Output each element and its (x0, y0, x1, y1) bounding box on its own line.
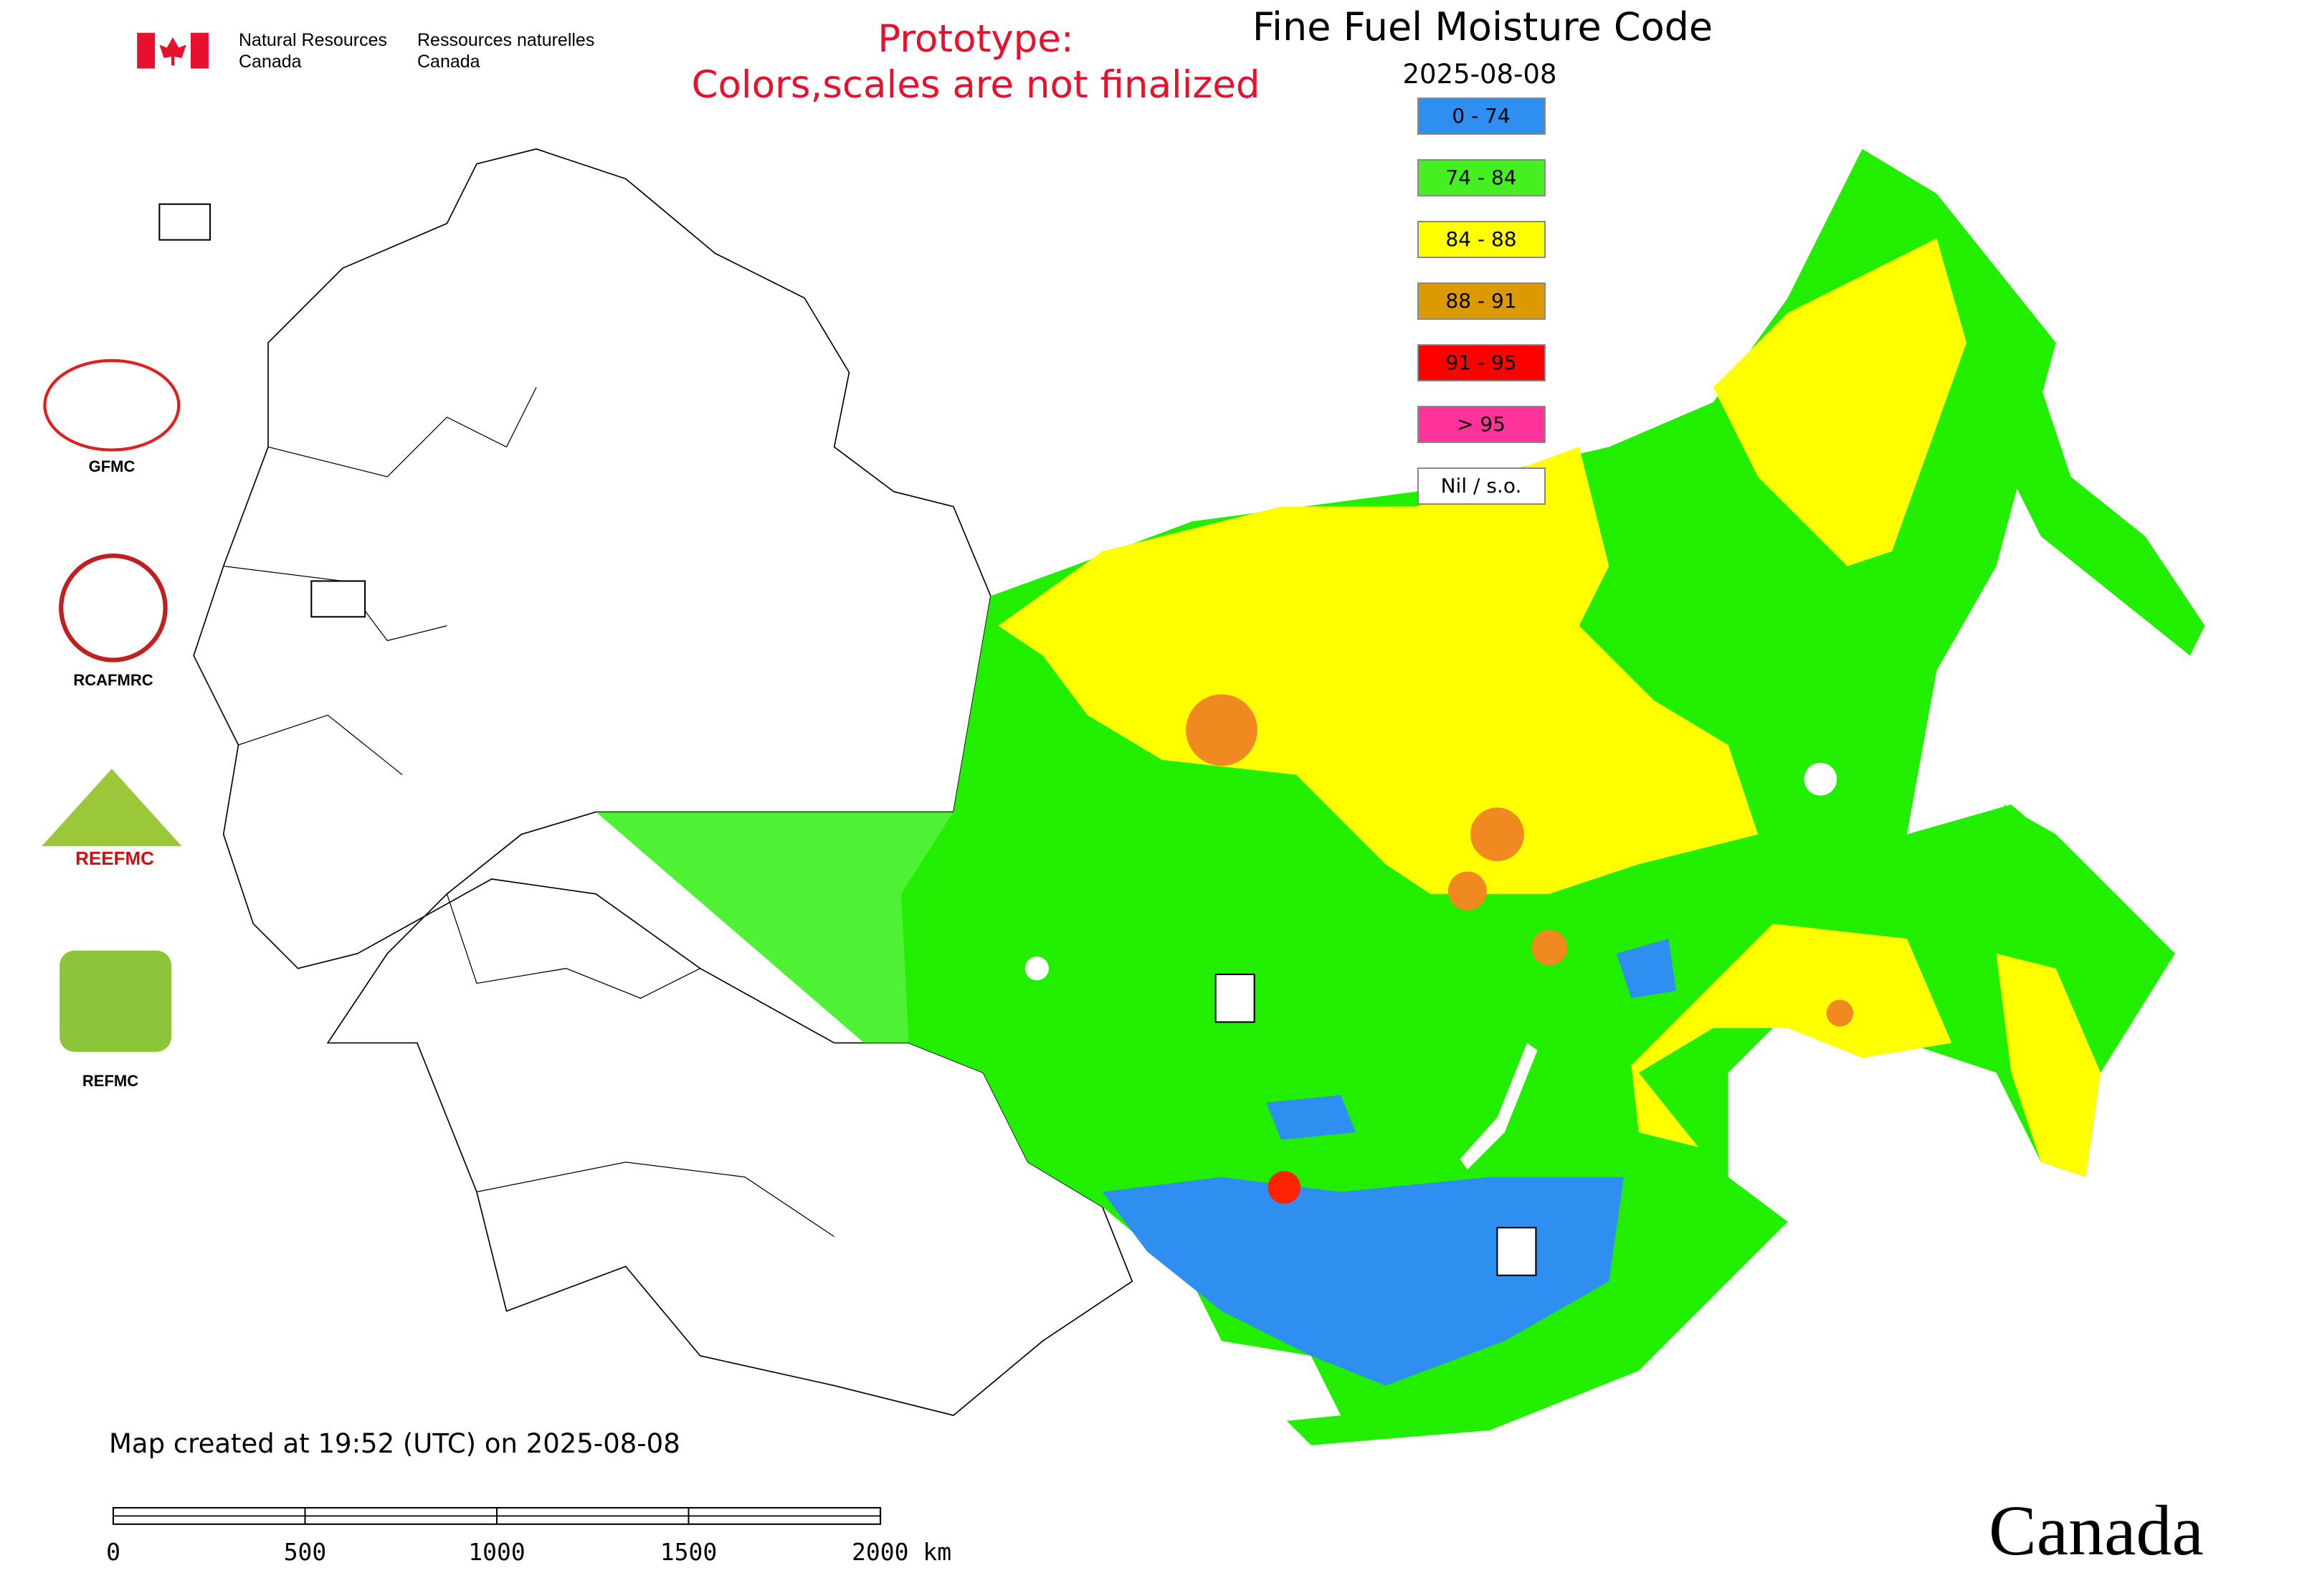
lake-baikal (1460, 1042, 1538, 1170)
country-outlines (193, 148, 1133, 1417)
legend-label: Nil / s.o. (1441, 474, 1522, 498)
flag-right (190, 32, 209, 69)
hotspot (1186, 694, 1257, 766)
title: Fine Fuel Moisture Code (1252, 4, 1713, 49)
nil-spot (1804, 762, 1837, 796)
fuel-region-blue-2 (1616, 939, 1676, 999)
legend-label: > 95 (1457, 412, 1506, 436)
fuel-region-blue-3 (1266, 1095, 1356, 1140)
nil-spot (1024, 956, 1049, 981)
hotspot (1447, 871, 1487, 911)
flag-left (137, 32, 156, 69)
legend-swatch (1417, 344, 1546, 381)
hotspot (1531, 929, 1568, 966)
agency-en: Canada (239, 52, 302, 72)
legend-label: 91 - 95 (1445, 351, 1516, 374)
legend-swatch (1417, 282, 1546, 320)
fuel-region-blue (1102, 1177, 1625, 1386)
legend-swatch (1417, 159, 1546, 196)
map (42, 32, 2205, 1525)
hotspot-red (1267, 1171, 1301, 1205)
legend-swatch (1417, 98, 1546, 135)
legend-swatch (1417, 221, 1546, 258)
legend-label: 84 - 88 (1445, 227, 1516, 251)
logo-label: REFMC (82, 1072, 138, 1090)
legend-label: 74 - 84 (1445, 166, 1516, 189)
rcafmrc-logo (59, 553, 168, 662)
legend-swatch (1417, 406, 1546, 443)
canada-wordmark: Canada (1989, 1491, 2204, 1570)
legend-label: 88 - 91 (1445, 289, 1516, 313)
map-logo-box (1496, 1227, 1537, 1276)
sakhalin (2003, 804, 2146, 954)
hotspot (1470, 807, 1524, 862)
gfmc-logo (43, 358, 181, 452)
fuel-region-yellow-se (1631, 923, 1952, 1148)
date: 2025-08-08 (1402, 59, 1556, 90)
fuel-region-yellow-ne (1713, 238, 1966, 566)
nil-patches (1221, 1341, 1341, 1423)
map-logo-box (310, 580, 366, 618)
reefmc-logo (42, 769, 182, 847)
legend: 0 - 74 74 - 84 84 - 88 88 - 91 91 - 95 > 95 Ni… (1417, 98, 1546, 505)
scale-label: 2000 km (852, 1538, 951, 1566)
logo-label: GFMC (89, 457, 135, 475)
scale-labels: 0 500 1000 1500 2000 km (106, 1508, 951, 1566)
logo-label: REEFMC (75, 847, 154, 869)
scale-label: 500 (284, 1538, 327, 1566)
scale-label: 0 (106, 1538, 120, 1566)
refmc-logo (60, 950, 171, 1053)
scale-label: 1000 (468, 1538, 525, 1566)
notice: Colors,scales are not finalized (691, 63, 1260, 107)
legend-label: 0 - 74 (1452, 104, 1510, 128)
map-logo-box (1214, 973, 1255, 1023)
legend-swatch (1417, 467, 1546, 505)
fuel-region-stripes (596, 812, 953, 1043)
scale-label: 1500 (660, 1538, 717, 1566)
agency-en: Natural Resources (239, 30, 387, 50)
map-logo-box (158, 203, 211, 241)
flag-leaf (159, 37, 186, 66)
hotspot (1826, 999, 1854, 1027)
kamchatka (1981, 357, 2205, 656)
fuel-region-yellow-coast (1996, 953, 2101, 1177)
agency-fr: Ressources naturelles (417, 30, 594, 50)
logo-label: RCAFMRC (73, 671, 153, 689)
notice: Prototype: (877, 17, 1074, 61)
created-note: Map created at 19:52 (UTC) on 2025-08-08 (109, 1428, 680, 1459)
agency-fr: Canada (417, 52, 480, 72)
fuel-region-yellow (998, 447, 1759, 894)
